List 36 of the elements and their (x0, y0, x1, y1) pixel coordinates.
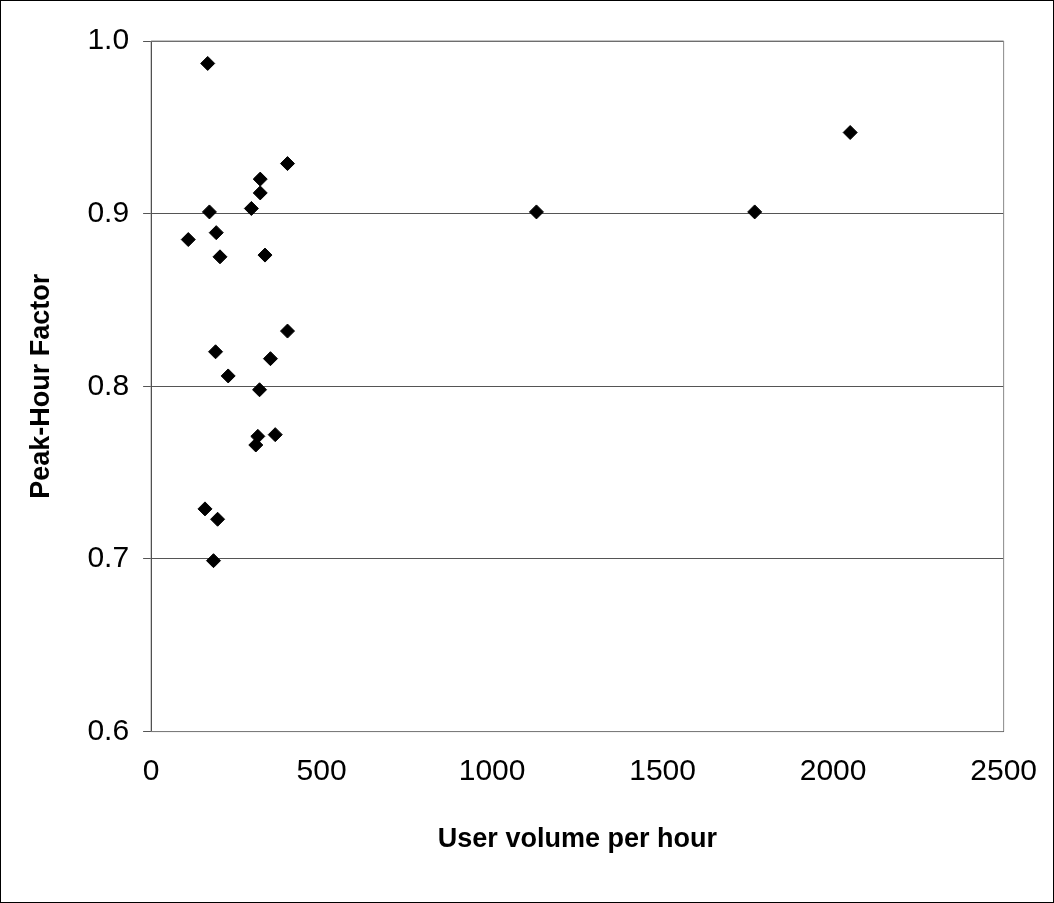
point (747, 204, 763, 220)
y-tick-label: 0.6 (87, 712, 130, 746)
point (528, 204, 544, 220)
point (267, 427, 283, 443)
point (248, 437, 264, 453)
point (280, 156, 296, 172)
point (197, 501, 213, 517)
point (212, 249, 228, 265)
point (201, 204, 217, 220)
point (262, 351, 278, 367)
point (220, 368, 236, 384)
point (200, 55, 216, 71)
y-axis-title: Peak-Hour Factor (24, 273, 55, 499)
point (210, 511, 226, 527)
x-tick-label: 0 (142, 752, 160, 786)
point (208, 344, 224, 360)
point (208, 225, 224, 241)
x-axis-title: User volume per hour (437, 823, 718, 854)
point (206, 553, 222, 569)
y-tick-label: 0.9 (87, 194, 130, 228)
point (252, 185, 268, 201)
x-tick-label: 2500 (970, 752, 1038, 786)
point (243, 200, 259, 216)
point (252, 171, 268, 187)
x-tick-label: 1500 (629, 752, 696, 786)
x-tick-label: 2000 (799, 752, 867, 786)
point (842, 125, 858, 141)
point (280, 323, 296, 339)
y-tick-label: 0.7 (87, 540, 130, 574)
point (180, 232, 196, 248)
point (252, 382, 268, 398)
x-tick-label: 500 (296, 752, 347, 786)
point (257, 247, 273, 263)
x-tick-label: 1000 (458, 752, 526, 786)
y-tick-label: 1.0 (87, 22, 130, 56)
y-tick-label: 0.8 (87, 367, 130, 401)
